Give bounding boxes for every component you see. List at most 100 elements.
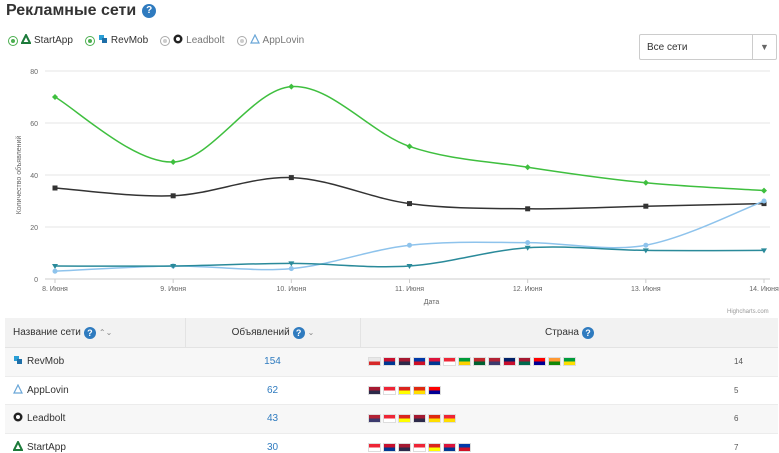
x-tick-label: 9. Июня [160,286,186,293]
data-point-applovin [525,240,531,246]
country-flag-icon [533,357,546,367]
country-flag-icon [413,414,426,424]
country-flag-icon [398,414,411,424]
sort-icon[interactable]: ⌃⌄ [98,328,113,337]
country-flag-icon [398,385,411,395]
country-count: 5 [734,385,739,395]
data-point-revmob [642,179,649,186]
table-row[interactable]: RevMob 154 14 [5,348,778,377]
network-name: RevMob [27,356,65,368]
radio-button[interactable] [8,35,18,46]
data-point-startapp [52,185,58,191]
ads-count[interactable]: 154 [264,356,281,368]
network-name-cell[interactable]: Leadbolt [5,412,185,425]
help-icon[interactable]: ? [83,326,96,339]
chart-credits[interactable]: Highcharts.com [727,309,769,315]
sort-down-icon[interactable]: ⌄ [307,328,315,337]
country-flags [360,385,730,395]
network-filter-select[interactable]: Все сети ▼ [639,34,777,60]
legend-label: AppLovin [262,35,305,46]
data-point-leadbolt [170,264,177,269]
country-flag-icon [413,442,426,452]
column-header-name[interactable]: Название сети ? ⌃⌄ [13,326,113,339]
y-axis-title: Количество объявлений [15,136,23,215]
column-header-country: Страна ? [360,318,778,347]
country-flag-icon [383,385,396,395]
data-point-revmob [52,94,58,100]
chevron-down-icon[interactable]: ▼ [752,35,776,59]
chart-legend: StartApp RevMob Leadbolt AppLovin [8,34,304,47]
country-flag-icon [503,357,516,367]
data-point-revmob [406,143,413,150]
country-flag-icon [458,442,471,452]
country-flag-icon [428,442,441,452]
data-point-revmob [761,187,767,194]
y-tick-label: 20 [30,225,38,232]
country-flag-icon [398,357,411,367]
country-flags [360,414,730,424]
ads-count[interactable]: 62 [266,384,279,396]
y-tick-label: 0 [34,277,38,284]
data-point-startapp [761,201,767,207]
country-flag-icon [563,357,576,367]
data-point-applovin [643,242,649,248]
network-filter-value: Все сети [647,41,688,53]
data-point-applovin [52,268,58,274]
radio-button[interactable] [160,35,171,46]
revmob-icon [98,34,108,47]
x-tick-label: 12. Июня [513,286,543,293]
country-flag-icon [413,357,426,367]
table-row[interactable]: Leadbolt 43 6 [5,405,778,434]
data-point-startapp [643,203,649,209]
help-icon[interactable]: ? [292,326,305,339]
country-flag-icon [398,442,411,452]
data-point-applovin [761,198,767,204]
country-flags [360,357,730,367]
data-point-leadbolt [524,245,531,251]
radio-button[interactable] [84,35,95,46]
ads-count[interactable]: 30 [266,441,279,453]
page-title-text: Рекламные сети [6,2,137,19]
help-icon[interactable]: ? [582,326,594,339]
legend-item-leadbolt[interactable]: Leadbolt [160,34,225,47]
legend-label: Leadbolt [186,35,225,46]
legend-item-applovin[interactable]: AppLovin [236,34,305,47]
country-count: 7 [734,442,739,452]
leadbolt-icon [13,412,23,425]
x-axis-title: Дата [424,299,440,306]
table-body: RevMob 154 14 AppLovin 62 5 Leadbolt 43 6 StartAp… [5,348,778,453]
data-point-leadbolt [406,264,413,269]
country-flag-icon [548,357,561,367]
country-flag-icon [518,357,531,367]
data-point-applovin [407,242,412,248]
country-flag-icon [428,357,441,367]
network-name: StartApp [27,441,66,453]
x-tick-label: 10. Июня [277,286,307,293]
network-name-cell[interactable]: StartApp [5,440,185,453]
startapp-icon [13,440,23,453]
table-row[interactable]: StartApp 30 7 [5,434,778,453]
data-point-revmob [288,83,295,90]
country-flag-icon [383,442,396,452]
legend-item-revmob[interactable]: RevMob [84,34,148,47]
legend-item-startapp[interactable]: StartApp [8,34,73,47]
network-name-cell[interactable]: AppLovin [5,383,185,397]
radio-button[interactable] [236,35,247,46]
applovin-icon [13,383,23,397]
leadbolt-icon [173,34,183,47]
startapp-icon [21,34,31,47]
column-header-ads[interactable]: Объявлений ? ⌄ [185,318,360,347]
country-flag-icon [473,357,486,367]
x-tick-label: 14. Июня [749,286,779,293]
country-flag-icon [368,357,381,367]
x-tick-label: 8. Июня [42,286,68,293]
country-count: 14 [734,357,743,367]
help-icon[interactable]: ? [142,4,157,18]
data-point-applovin [288,266,294,272]
ads-count[interactable]: 43 [266,413,279,425]
y-tick-label: 60 [30,121,38,128]
country-flags [360,442,730,452]
table-row[interactable]: AppLovin 62 5 [5,377,778,405]
network-name-cell[interactable]: RevMob [5,355,185,368]
networks-table: Название сети ? ⌃⌄ Объявлений ? ⌄ Страна… [5,318,778,453]
